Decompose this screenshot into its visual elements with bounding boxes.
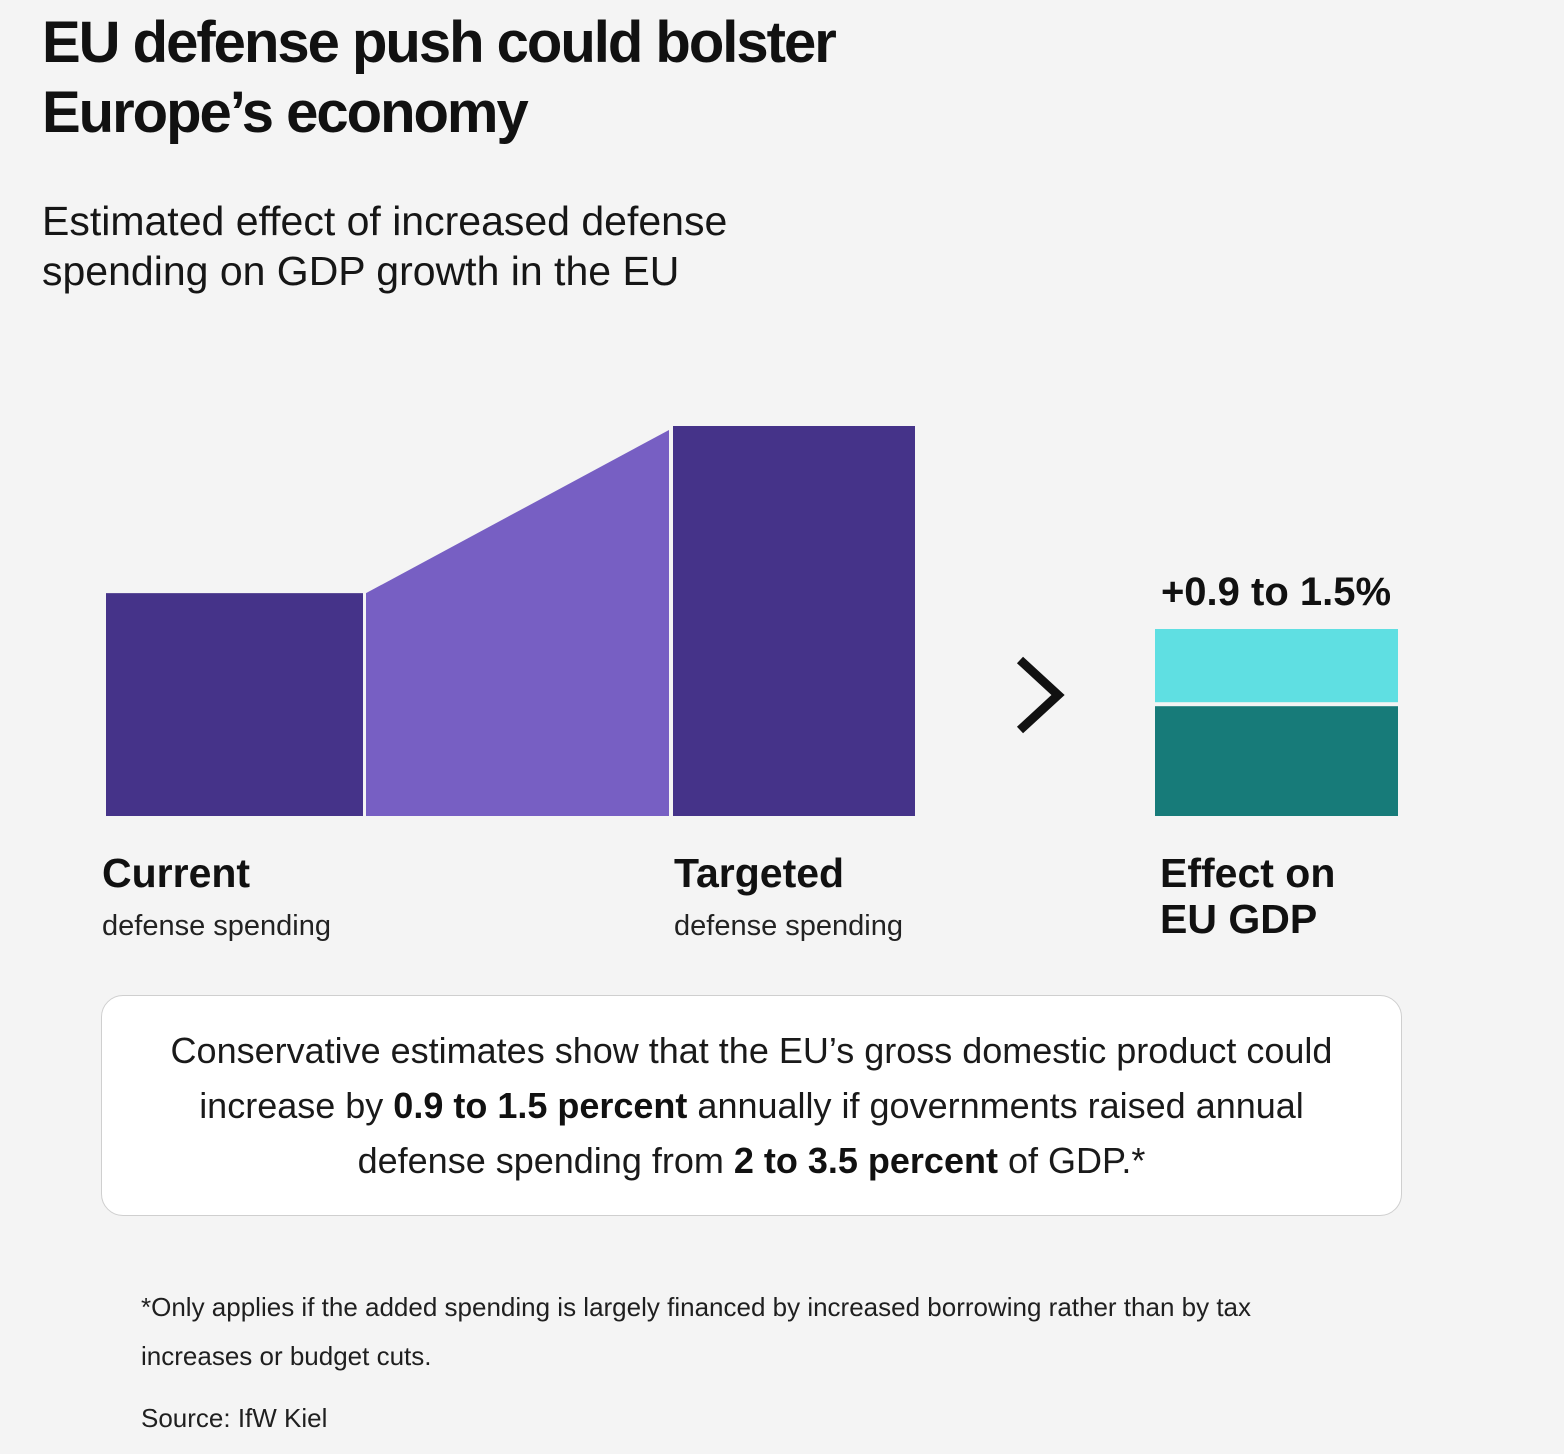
spending-chart: +0.9 to 1.5% [106,426,1398,816]
title-line-2: Europe’s economy [42,80,529,145]
increase-ramp [366,430,669,816]
targeted-label: Targeted [674,850,845,896]
summary-part-3: of GDP.* [997,1140,1146,1181]
chart-title: EU defense push could bolster Europe’s e… [42,8,942,148]
summary-text: Conservative estimates show that the EU’… [162,1023,1342,1188]
targeted-sublabel: defense spending [674,910,903,942]
bar-current [106,593,363,816]
gdp-effect-label: Effect on EU GDP [1160,850,1460,942]
current-sublabel: defense spending [102,910,331,942]
subtitle-line-2: spending on GDP growth in the EU [42,248,680,294]
bar-targeted [673,426,915,816]
summary-bold-gdp-range: 0.9 to 1.5 percent [393,1085,688,1126]
gdp-label-line-1: Effect on [1160,850,1336,896]
summary-part-2: annually if governments raised annual de… [357,1085,1304,1181]
subtitle-line-1: Estimated effect of increased defense [42,198,728,244]
gdp-label-line-2: EU GDP [1160,896,1318,942]
chevron-right-icon [1016,656,1065,734]
current-label: Current [102,850,251,896]
gdp-bar-high [1155,629,1398,703]
chart-subtitle: Estimated effect of increased defense sp… [42,196,862,296]
gdp-bar-low [1155,706,1398,816]
summary-callout: Conservative estimates show that the EU’… [101,995,1402,1216]
source-note: Source: IfW Kiel [141,1403,328,1433]
footnote: *Only applies if the added spending is l… [141,1292,1252,1371]
summary-part-1: Conservative estimates show that the EU’… [170,1030,1333,1126]
title-line-1: EU defense push could bolster [42,10,837,75]
gdp-effect-value: +0.9 to 1.5% [1161,570,1391,614]
summary-bold-spending-range: 2 to 3.5 percent [733,1140,998,1181]
